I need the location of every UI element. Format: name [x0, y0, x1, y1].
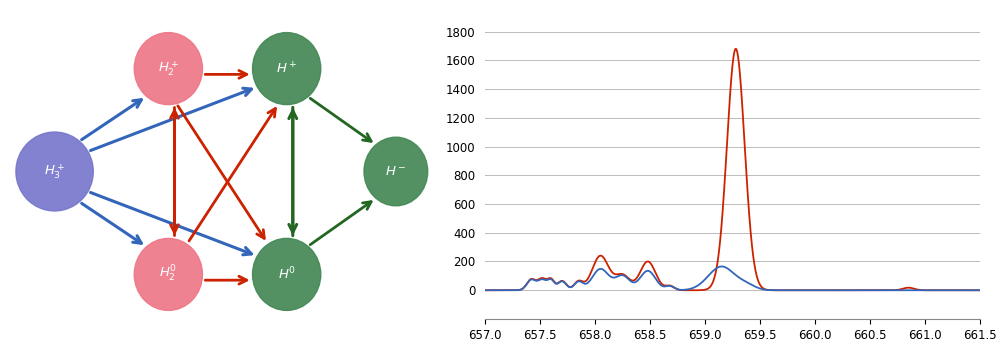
Text: $H^-$: $H^-$: [385, 165, 407, 178]
Text: $H^0$: $H^0$: [278, 266, 296, 283]
Ellipse shape: [253, 33, 321, 105]
Text: $H^+$: $H^+$: [276, 61, 297, 76]
Ellipse shape: [364, 137, 428, 206]
Text: $H_2^0$: $H_2^0$: [159, 264, 177, 284]
Text: $H_2^+$: $H_2^+$: [158, 59, 179, 78]
Ellipse shape: [134, 238, 202, 310]
Ellipse shape: [253, 238, 321, 310]
Ellipse shape: [16, 132, 93, 211]
Text: $H_3^+$: $H_3^+$: [44, 162, 65, 181]
Ellipse shape: [134, 33, 202, 105]
